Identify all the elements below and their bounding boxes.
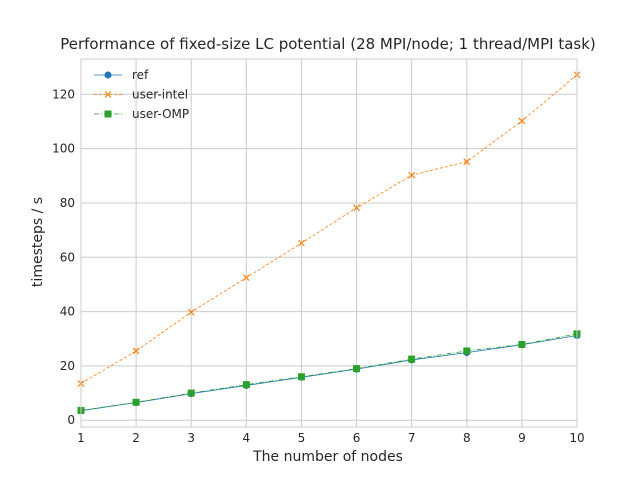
data-point (463, 158, 471, 166)
data-point (518, 340, 526, 348)
legend-marker (104, 71, 112, 79)
series-user-OMP (77, 330, 581, 414)
x-tick-label: 7 (408, 431, 416, 445)
data-point (187, 389, 195, 397)
data-point (518, 117, 526, 125)
y-axis-label: timesteps / s (30, 197, 46, 287)
data-point (353, 365, 361, 373)
data-point (463, 347, 471, 355)
data-point (242, 274, 250, 282)
data-point (297, 373, 305, 381)
data-point (353, 204, 360, 212)
legend-item: ref (94, 68, 149, 82)
y-tick-label: 80 (60, 196, 75, 210)
legend-label: user-OMP (132, 107, 189, 121)
legend: ref user-intel user-OMP (94, 68, 189, 121)
x-tick-label: 2 (132, 431, 140, 445)
data-point (132, 398, 140, 406)
x-tick-label: 4 (243, 431, 251, 445)
series-line (80, 333, 578, 411)
series-line (80, 74, 578, 384)
x-tick-label: 5 (298, 431, 306, 445)
y-tick-label: 20 (60, 359, 75, 373)
series-layer (77, 71, 581, 415)
legend-marker (104, 91, 112, 98)
x-tick-label: 9 (518, 431, 526, 445)
y-tick-label: 0 (67, 413, 75, 427)
y-tick-label: 100 (52, 142, 75, 156)
data-point (132, 347, 140, 355)
chart-title: Performance of fixed-size LC potential (… (60, 35, 596, 53)
legend-item: user-intel (94, 88, 188, 102)
x-tick-label: 1 (77, 431, 85, 445)
x-tick-label: 3 (187, 431, 195, 445)
legend-label: ref (132, 68, 149, 82)
grid-lines (80, 59, 578, 427)
x-tick-label: 8 (463, 431, 471, 445)
data-point (408, 171, 416, 179)
data-point (242, 381, 250, 389)
data-point (408, 355, 416, 363)
plot-frame (80, 58, 578, 428)
y-tick-label: 60 (60, 250, 75, 264)
legend-label: user-intel (132, 88, 188, 102)
legend-item: user-OMP (94, 107, 189, 121)
series-line (80, 335, 578, 412)
y-tick-label: 40 (60, 305, 75, 319)
data-point (187, 308, 195, 316)
x-axis-label: The number of nodes (252, 449, 403, 465)
x-tick-label: 10 (569, 431, 584, 445)
x-tick-label: 6 (353, 431, 361, 445)
data-point (298, 239, 305, 247)
y-tick-label: 120 (52, 87, 75, 101)
legend-marker (104, 110, 112, 118)
